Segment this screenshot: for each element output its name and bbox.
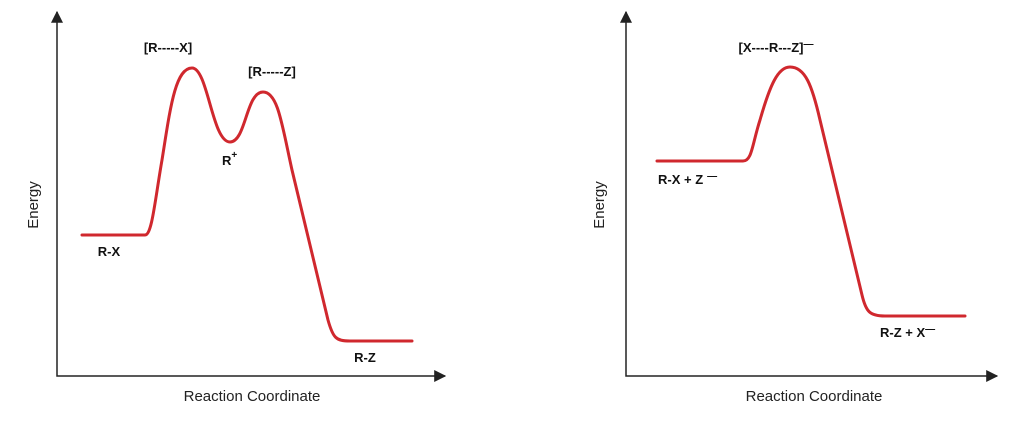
label-text: [R-----Z] [248,64,296,79]
label: [R-----Z] [248,64,296,79]
label-sup: + [231,150,237,161]
label: [R-----X] [144,40,192,55]
label-sup: — [925,324,935,335]
label: R-X + Z — [658,171,717,187]
label: [X----R---Z]— [739,39,814,55]
label-text: R-Z + X [880,325,925,340]
panel-left: [R-----X] [R-----Z] R+ R-X R-Z Energy Re… [25,10,447,405]
label-text: R-Z [354,350,376,365]
y-axis-label: Energy [591,181,608,229]
y-axis-label: Energy [25,181,42,229]
label-text: R-X [98,244,121,259]
x-axis-label: Reaction Coordinate [746,388,883,405]
panel-right: [X----R---Z]— R-X + Z — R-Z + X— Energy R… [591,10,999,405]
label: R-Z + X— [880,324,935,340]
label-sup: — [707,171,717,182]
energy-curve [80,66,414,343]
label-text: [R-----X] [144,40,192,55]
energy-curve [655,65,967,318]
axes [620,10,999,382]
label-text: R-X + Z [658,172,703,187]
label-text: [X----R---Z] [739,40,804,55]
x-axis-label: Reaction Coordinate [184,388,321,405]
label-sup: — [803,39,813,50]
axes [51,10,447,382]
label: R-X [98,244,121,259]
label-text: R [222,153,232,168]
label: R-Z [354,350,376,365]
label: R+ [222,150,237,168]
